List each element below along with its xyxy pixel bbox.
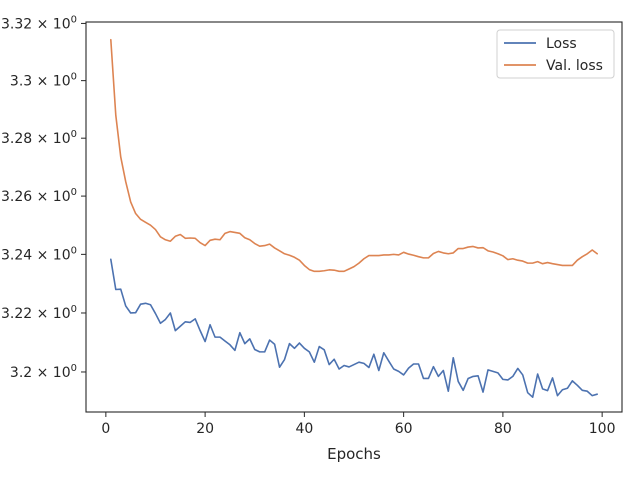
y-tick-label: 3.24 × 100 [1, 245, 77, 263]
x-axis: 0 20 40 60 80 100 [101, 412, 616, 437]
x-tick-label: 0 [101, 421, 110, 437]
y-tick-label: 3.2 × 100 [10, 363, 77, 381]
y-tick-label: 3.28 × 100 [1, 129, 77, 147]
y-tick-label: 3.3 × 100 [10, 72, 77, 90]
x-tick-label: 20 [196, 421, 214, 437]
y-axis: 3.2 × 100 3.22 × 100 3.24 × 100 3.26 × 100 3… [1, 14, 86, 381]
legend-box [496, 29, 615, 79]
legend-label-val-loss: Val. loss [546, 58, 603, 74]
legend: Loss Val. loss [496, 29, 615, 79]
y-tick-label: 3.32 × 100 [1, 14, 77, 32]
y-tick-label: 3.22 × 100 [1, 304, 77, 322]
x-tick-label: 40 [295, 421, 313, 437]
x-tick-label: 60 [395, 421, 413, 437]
series-line-val-loss [110, 38, 598, 273]
axes-frame [85, 21, 623, 413]
x-tick-label: 100 [589, 421, 616, 437]
x-axis-label: Epochs [327, 445, 381, 463]
y-tick-label: 3.26 × 100 [1, 187, 77, 205]
x-tick-label: 80 [494, 421, 512, 437]
plot-area [110, 38, 598, 398]
legend-label-loss: Loss [546, 36, 577, 52]
series-line-loss [110, 258, 598, 398]
